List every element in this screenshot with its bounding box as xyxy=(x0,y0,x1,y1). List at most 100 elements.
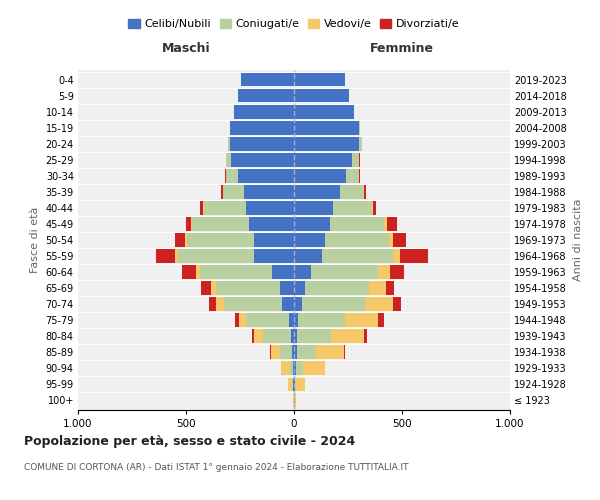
Bar xyxy=(232,153,294,166)
Bar xyxy=(352,153,359,166)
Bar xyxy=(216,298,224,311)
Bar xyxy=(294,153,352,166)
Bar xyxy=(359,137,362,150)
Bar xyxy=(294,378,295,391)
Bar xyxy=(247,201,294,214)
Bar xyxy=(373,201,376,214)
Bar xyxy=(282,298,294,311)
Bar xyxy=(201,282,211,295)
Bar xyxy=(305,282,368,295)
Bar xyxy=(294,121,359,134)
Bar xyxy=(254,249,294,263)
Bar xyxy=(296,362,303,375)
Bar xyxy=(378,266,390,279)
Bar xyxy=(390,266,404,279)
Text: Maschi: Maschi xyxy=(161,42,211,55)
Bar xyxy=(293,362,294,375)
Bar xyxy=(325,233,389,247)
Bar xyxy=(294,217,329,231)
Bar xyxy=(178,249,254,263)
Bar xyxy=(297,330,331,343)
Bar xyxy=(345,314,378,327)
Bar xyxy=(294,282,305,295)
Bar xyxy=(296,378,305,391)
Bar xyxy=(298,314,345,327)
Bar xyxy=(211,282,216,295)
Bar xyxy=(223,185,244,198)
Bar xyxy=(294,105,355,118)
Bar xyxy=(175,233,185,247)
Bar xyxy=(363,185,364,198)
Bar xyxy=(294,362,296,375)
Bar xyxy=(359,169,360,182)
Bar xyxy=(365,298,394,311)
Bar xyxy=(316,346,344,359)
Bar xyxy=(241,73,294,86)
Bar xyxy=(253,330,254,343)
Bar xyxy=(378,314,383,327)
Bar xyxy=(295,378,296,391)
Bar xyxy=(230,137,294,150)
Bar xyxy=(383,217,387,231)
Bar xyxy=(289,314,294,327)
Bar xyxy=(200,201,203,214)
Bar xyxy=(186,217,191,231)
Bar xyxy=(271,346,280,359)
Bar xyxy=(291,330,294,343)
Bar xyxy=(209,298,216,311)
Y-axis label: Anni di nascita: Anni di nascita xyxy=(572,198,583,281)
Bar xyxy=(344,346,345,359)
Bar xyxy=(294,330,297,343)
Bar xyxy=(193,217,248,231)
Bar xyxy=(294,185,340,198)
Bar xyxy=(187,233,254,247)
Bar xyxy=(191,217,193,231)
Bar xyxy=(288,378,292,391)
Bar xyxy=(346,169,359,182)
Bar xyxy=(364,330,367,343)
Bar xyxy=(294,249,322,263)
Bar xyxy=(200,266,272,279)
Legend: Celibi/Nubili, Coniugati/e, Vedovi/e, Divorziati/e: Celibi/Nubili, Coniugati/e, Vedovi/e, Di… xyxy=(124,14,464,34)
Bar xyxy=(221,185,223,198)
Bar xyxy=(247,314,289,327)
Bar xyxy=(244,185,294,198)
Bar xyxy=(311,266,378,279)
Bar xyxy=(394,298,401,311)
Bar xyxy=(182,266,196,279)
Bar xyxy=(290,362,293,375)
Bar xyxy=(387,217,397,231)
Bar xyxy=(294,266,311,279)
Bar xyxy=(248,217,294,231)
Bar xyxy=(263,330,291,343)
Bar xyxy=(331,330,364,343)
Bar xyxy=(235,314,239,327)
Bar xyxy=(226,153,232,166)
Bar xyxy=(394,249,400,263)
Bar xyxy=(292,346,294,359)
Bar xyxy=(294,346,296,359)
Bar xyxy=(254,233,294,247)
Y-axis label: Fasce di età: Fasce di età xyxy=(30,207,40,273)
Bar xyxy=(225,169,226,182)
Bar xyxy=(329,217,383,231)
Bar xyxy=(294,233,325,247)
Bar xyxy=(294,73,345,86)
Bar xyxy=(280,282,294,295)
Bar xyxy=(281,362,290,375)
Bar xyxy=(224,298,282,311)
Bar xyxy=(196,266,200,279)
Bar xyxy=(216,282,280,295)
Bar xyxy=(175,249,178,263)
Bar xyxy=(205,201,247,214)
Bar xyxy=(238,169,294,182)
Bar xyxy=(239,314,247,327)
Bar xyxy=(294,137,359,150)
Bar xyxy=(233,105,294,118)
Bar xyxy=(156,249,175,263)
Bar xyxy=(322,249,394,263)
Bar xyxy=(294,169,346,182)
Bar xyxy=(400,249,428,263)
Bar xyxy=(228,137,230,150)
Bar xyxy=(394,233,406,247)
